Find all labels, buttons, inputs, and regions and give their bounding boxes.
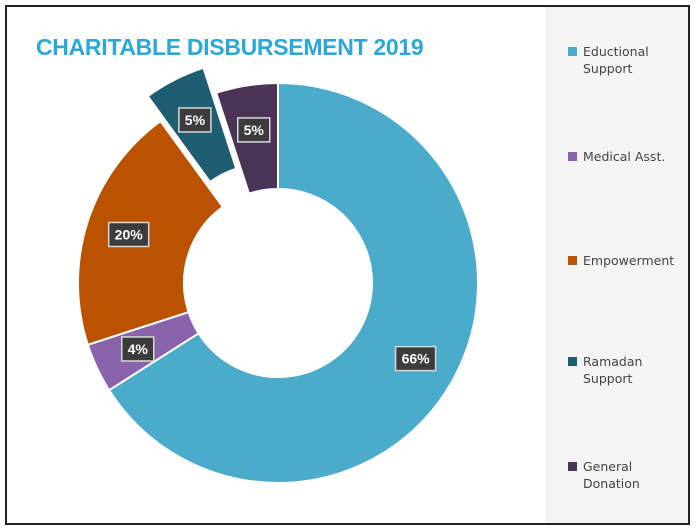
data-label-eductional-support: 66% <box>394 345 437 372</box>
data-label-text: 4% <box>128 341 149 357</box>
legend-label: Eductional Support <box>583 44 649 76</box>
data-label-box <box>178 107 212 133</box>
data-label-text: 66% <box>402 351 431 367</box>
data-labels: 66% 4% 20% 5% 5% <box>107 107 437 372</box>
donut-slices <box>77 66 479 484</box>
data-label-empowerment: 20% <box>107 221 150 248</box>
data-label-general-donation: 5% <box>237 117 271 143</box>
data-label-text: 20% <box>115 226 144 242</box>
legend-label: Empowerment <box>583 253 675 268</box>
legend-swatch <box>568 256 577 265</box>
legend-item-empowerment: Empowerment <box>568 252 693 269</box>
chart-title: CHARITABLE DISBURSEMENT 2019 <box>36 34 424 60</box>
data-label-box <box>237 117 271 143</box>
legend-item-general-donation: General Donation <box>568 458 693 492</box>
slice-eductional-support <box>107 81 479 484</box>
legend-swatch <box>568 357 577 366</box>
legend-swatch <box>568 152 577 161</box>
data-label-ramadan-support: 5% <box>178 107 212 133</box>
legend-item-ramadan-support: Ramadan Support <box>568 353 693 387</box>
legend-swatch <box>568 47 577 56</box>
legend-swatch <box>568 462 577 471</box>
legend-panel <box>545 7 688 523</box>
data-label-text: 5% <box>185 112 206 128</box>
data-label-medical-asst: 4% <box>121 336 155 362</box>
legend-item-medical-asst: Medical Asst. <box>568 148 693 165</box>
legend-label: Medical Asst. <box>583 149 666 164</box>
data-label-text: 5% <box>244 122 265 138</box>
data-label-box <box>121 336 155 362</box>
legend-label: General Donation <box>583 459 640 491</box>
data-label-box <box>394 345 437 372</box>
data-label-box <box>107 221 150 248</box>
slice-empowerment <box>77 119 225 347</box>
legend-item-eductional-support: Eductional Support <box>568 43 693 77</box>
legend-label: Ramadan Support <box>583 354 643 386</box>
